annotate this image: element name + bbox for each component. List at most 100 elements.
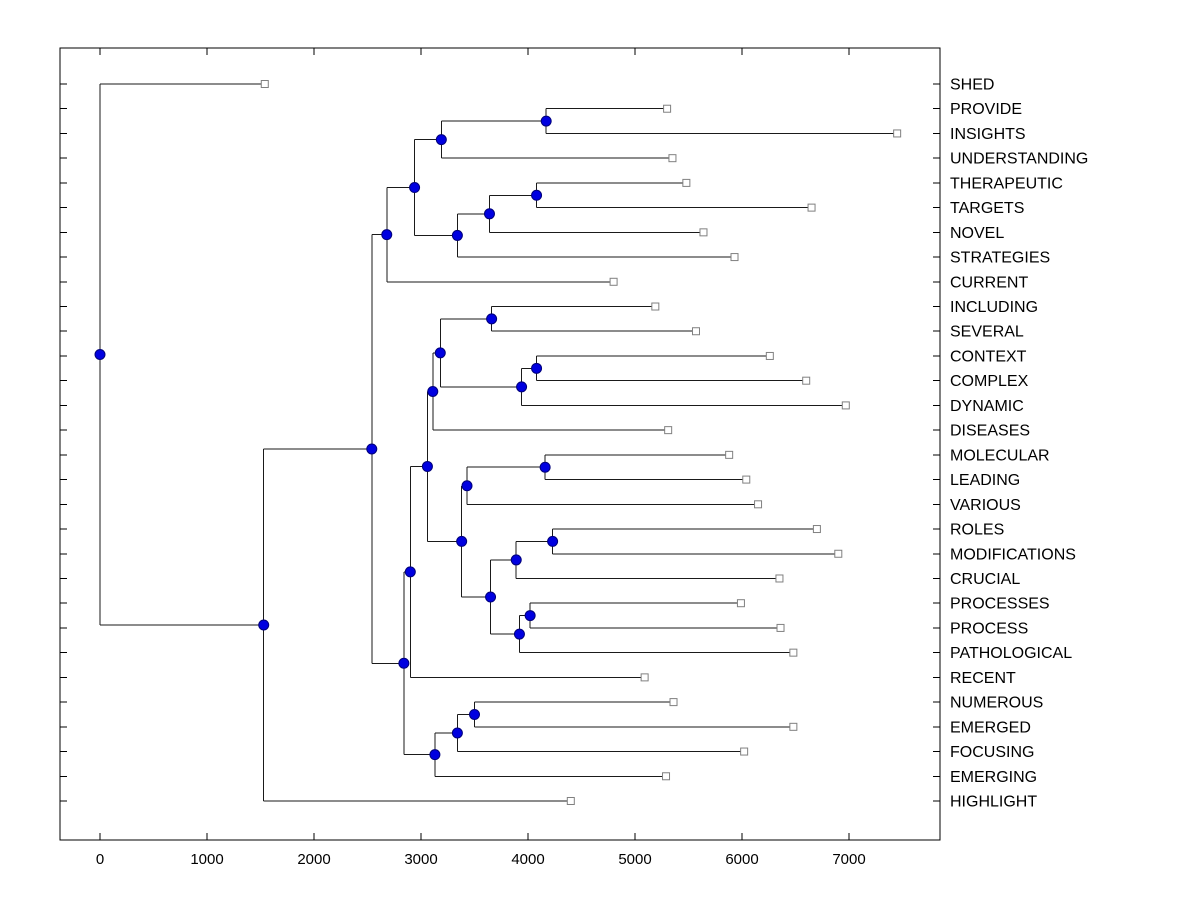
leaf-marker <box>663 104 672 113</box>
internal-node-marker <box>427 386 439 398</box>
internal-node-marker <box>456 535 468 547</box>
x-axis-tick-label: 0 <box>96 851 104 868</box>
leaf-label: CURRENT <box>950 274 1028 291</box>
leaf-marker <box>841 401 850 410</box>
leaf-marker <box>789 722 798 731</box>
internal-node-marker <box>516 381 528 393</box>
leaf-marker <box>754 500 763 509</box>
leaf-label: DISEASES <box>950 423 1030 440</box>
leaf-marker <box>765 351 774 360</box>
leaf-label: SEVERAL <box>950 324 1024 341</box>
leaf-label: NOVEL <box>950 225 1004 242</box>
leaf-label: FOCUSING <box>950 744 1034 761</box>
leaf-marker <box>682 178 691 187</box>
internal-node-marker <box>429 749 441 761</box>
internal-node-marker <box>539 461 551 473</box>
internal-node-marker <box>398 657 410 669</box>
internal-node-marker <box>366 443 378 455</box>
leaf-label: TARGETS <box>950 200 1024 217</box>
leaf-marker <box>775 574 784 583</box>
leaf-label: VARIOUS <box>950 497 1021 514</box>
leaf-label: EMERGING <box>950 769 1037 786</box>
leaf-marker <box>566 796 575 805</box>
leaf-marker <box>609 277 618 286</box>
leaf-marker <box>260 80 269 88</box>
internal-node-marker <box>409 182 421 194</box>
internal-node-marker <box>510 554 522 566</box>
leaf-label: NUMEROUS <box>950 695 1043 712</box>
leaf-marker <box>699 228 708 237</box>
x-axis-tick-label: 2000 <box>297 851 330 868</box>
leaf-marker <box>802 376 811 385</box>
x-axis-tick-label: 5000 <box>618 851 651 868</box>
leaf-marker <box>725 450 734 459</box>
internal-node-marker <box>421 460 433 472</box>
leaf-marker <box>776 623 785 632</box>
internal-node-marker <box>258 619 270 631</box>
leaf-label: RECENT <box>950 670 1016 687</box>
internal-node-marker <box>451 229 463 241</box>
leaf-label: MOLECULAR <box>950 447 1050 464</box>
leaf-label: HIGHLIGHT <box>950 793 1037 810</box>
leaf-marker <box>834 549 843 558</box>
internal-node-marker <box>434 347 446 359</box>
leaf-marker <box>730 253 739 262</box>
leaf-label: UNDERSTANDING <box>950 151 1088 168</box>
leaf-label: LEADING <box>950 472 1020 489</box>
leaf-label: STRATEGIES <box>950 250 1050 267</box>
leaf-label: MODIFICATIONS <box>950 546 1076 563</box>
internal-node-marker <box>524 610 536 622</box>
internal-node-marker <box>461 480 473 492</box>
leaf-marker <box>668 154 677 163</box>
internal-node-marker <box>540 115 552 127</box>
leaf-label: EMERGED <box>950 719 1031 736</box>
leaf-marker <box>651 302 660 311</box>
internal-node-marker <box>404 566 416 578</box>
leaf-marker <box>736 599 745 608</box>
leaf-marker <box>740 747 749 756</box>
internal-node-marker <box>94 348 106 360</box>
leaf-label: INCLUDING <box>950 299 1038 316</box>
leaf-label: CRUCIAL <box>950 571 1020 588</box>
internal-node-marker <box>486 313 498 325</box>
internal-node-marker <box>451 727 463 739</box>
x-axis-tick-label: 7000 <box>832 851 865 868</box>
leaf-label: THERAPEUTIC <box>950 175 1063 192</box>
leaf-label: SHED <box>950 77 994 94</box>
internal-node-marker <box>531 362 543 374</box>
internal-node-marker <box>485 591 497 603</box>
internal-node-marker <box>381 229 393 241</box>
leaf-marker <box>742 475 751 484</box>
leaf-label: PROCESS <box>950 620 1028 637</box>
x-axis-tick-label: 3000 <box>404 851 437 868</box>
leaf-marker <box>664 426 673 435</box>
leaf-marker <box>893 129 902 138</box>
internal-node-marker <box>547 535 559 547</box>
leaf-marker <box>669 698 678 707</box>
leaf-label: INSIGHTS <box>950 126 1026 143</box>
leaf-label: PATHOLOGICAL <box>950 645 1072 662</box>
x-axis-tick-label: 4000 <box>511 851 544 868</box>
internal-node-marker <box>513 628 525 640</box>
internal-node-marker <box>531 189 543 201</box>
leaf-marker <box>807 203 816 212</box>
leaf-label: CONTEXT <box>950 348 1027 365</box>
leaf-label: DYNAMIC <box>950 398 1024 415</box>
leaf-label: PROVIDE <box>950 101 1022 118</box>
leaf-marker <box>789 648 798 657</box>
leaf-label: ROLES <box>950 522 1004 539</box>
leaf-marker <box>812 525 821 534</box>
x-axis-tick-label: 1000 <box>190 851 223 868</box>
leaf-marker <box>662 772 671 781</box>
leaf-marker <box>691 327 700 336</box>
axes-box <box>59 47 941 841</box>
internal-node-marker <box>469 708 480 720</box>
x-axis-tick-label: 6000 <box>725 851 758 868</box>
internal-node-marker <box>435 134 447 146</box>
leaf-label: COMPLEX <box>950 373 1029 390</box>
internal-node-marker <box>483 208 495 220</box>
leaf-marker <box>640 673 649 682</box>
leaf-label: PROCESSES <box>950 596 1050 613</box>
